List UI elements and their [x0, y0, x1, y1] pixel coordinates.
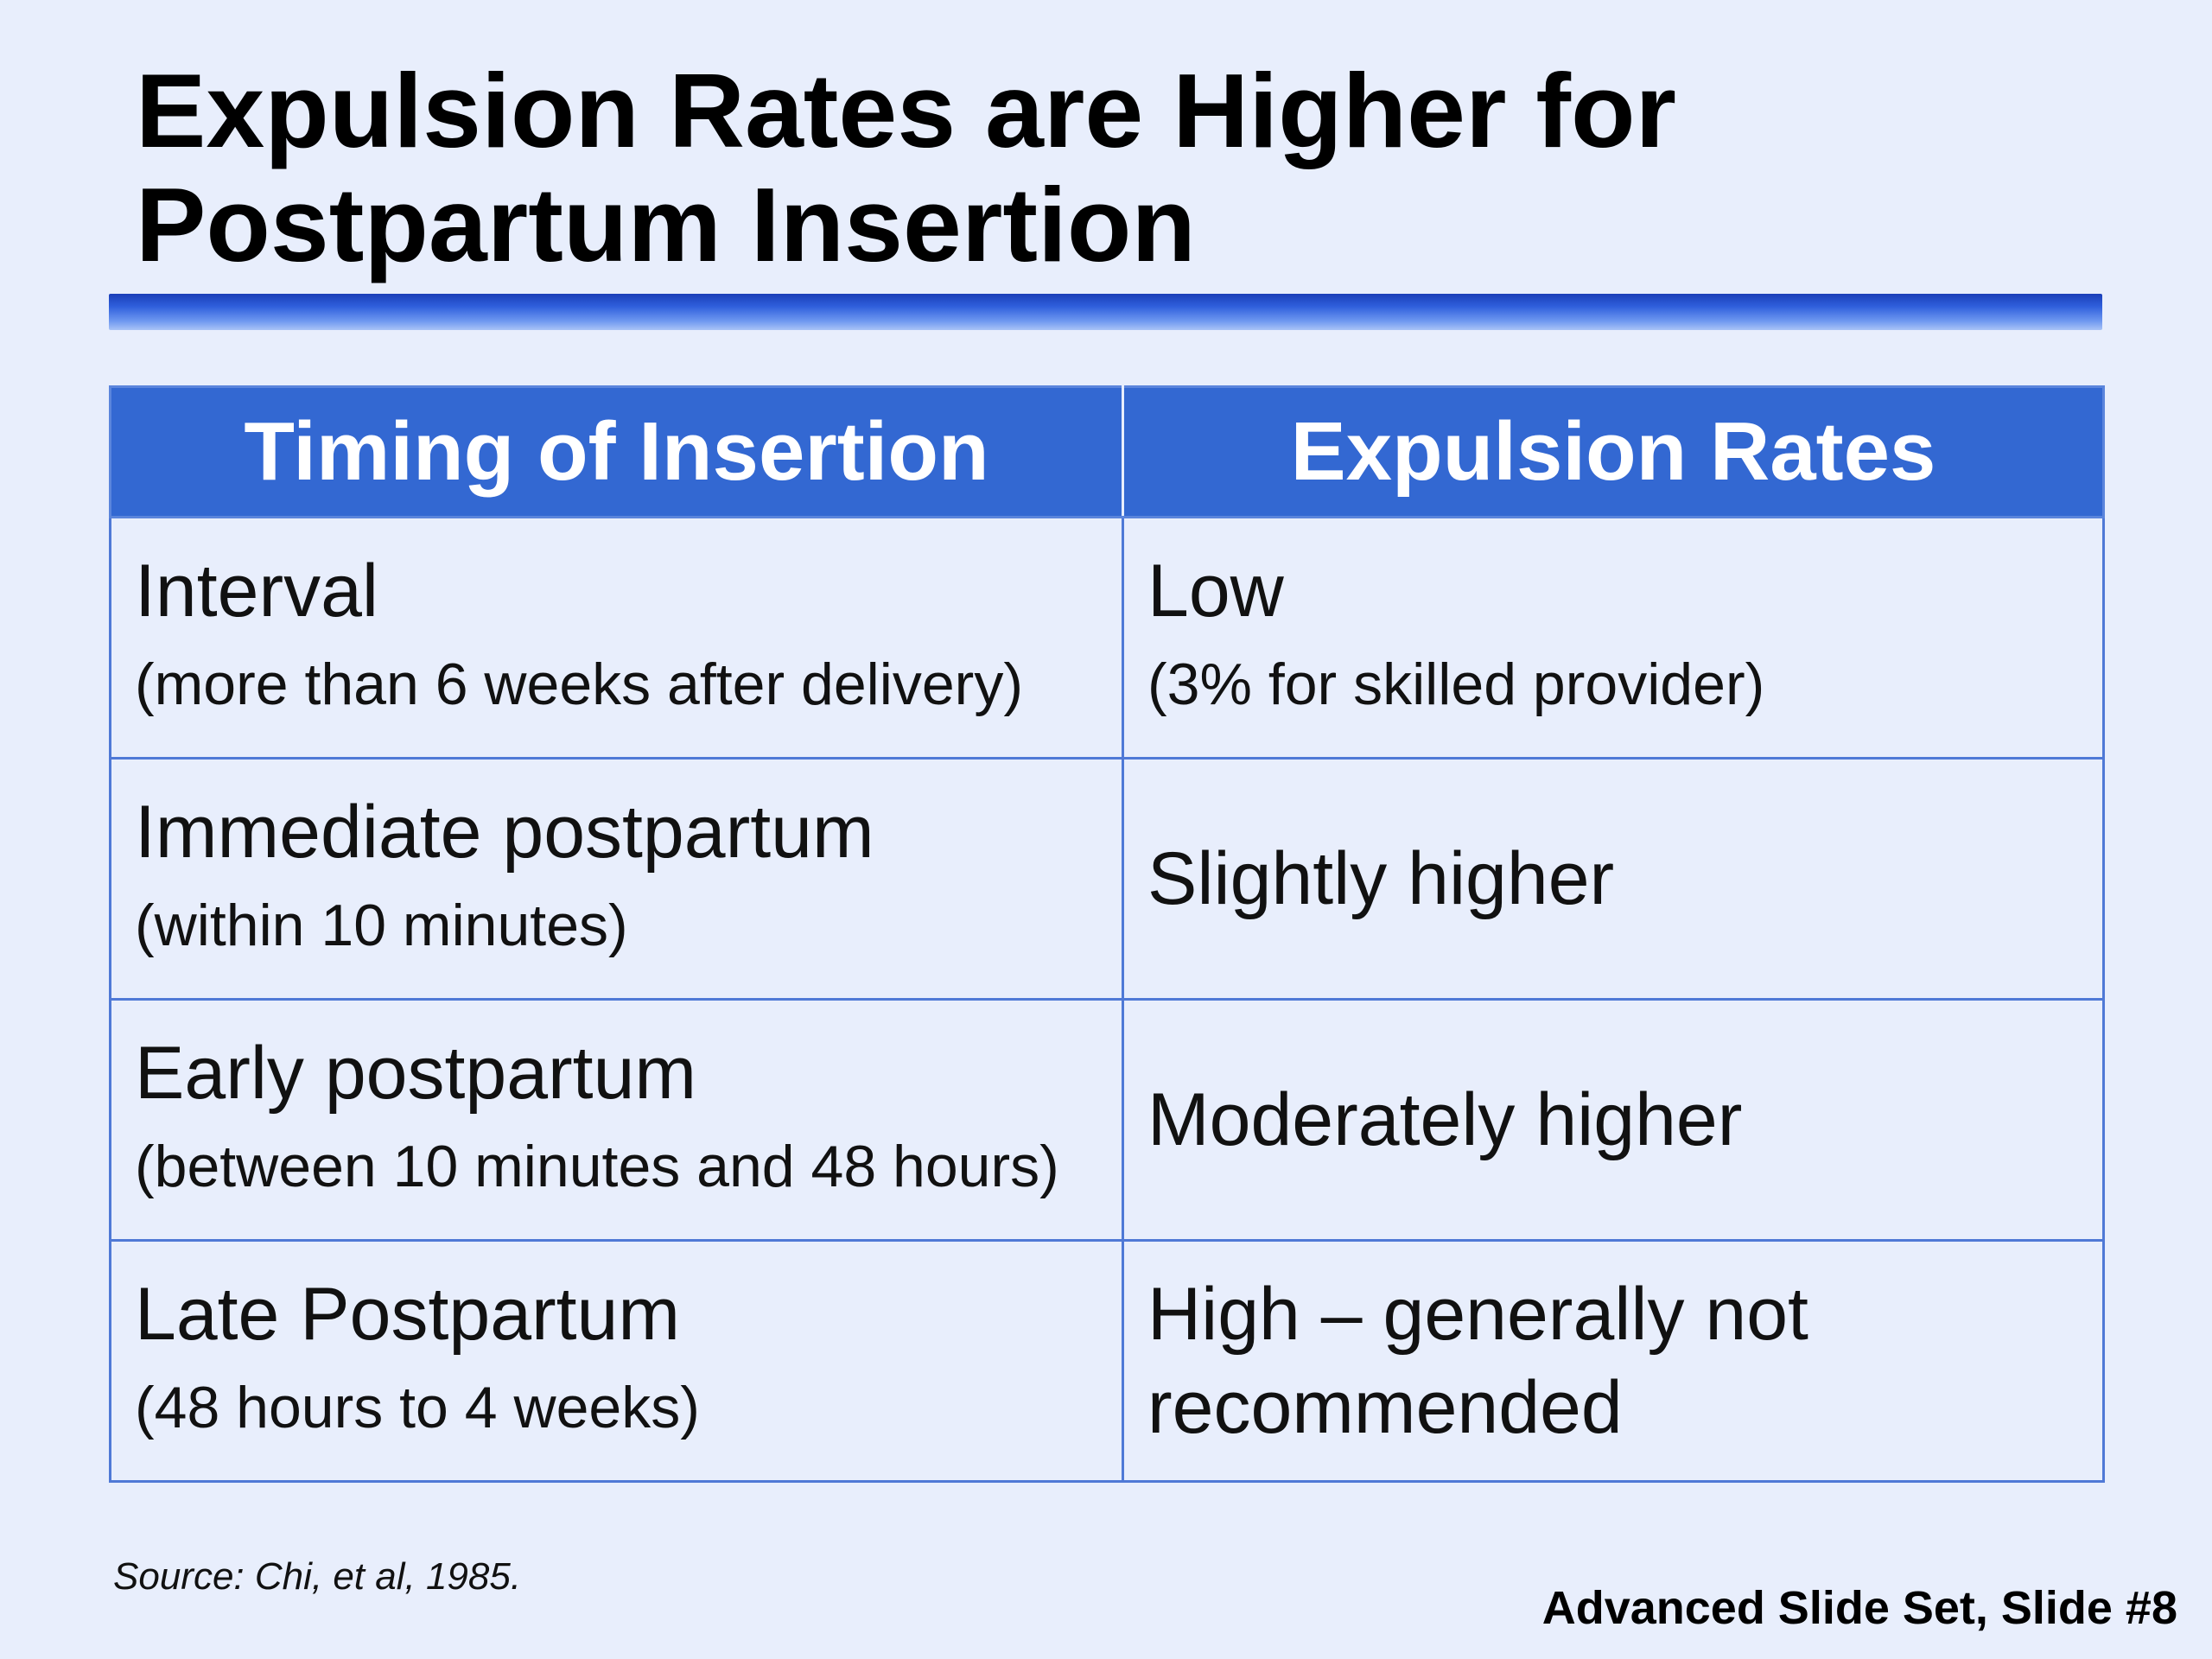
table-row: Interval (more than 6 weeks after delive… [109, 516, 2105, 760]
table-row: Immediate postpartum (within 10 minutes)… [109, 757, 2105, 1001]
timing-label: Immediate postpartum [135, 791, 874, 874]
rate-cell: High – generally not recommended [1122, 1239, 2105, 1483]
slide-title: Expulsion Rates are Higher for Postpartu… [136, 54, 2080, 282]
timing-detail: (between 10 minutes and 48 hours) [135, 1134, 1059, 1199]
timing-cell: Late Postpartum (48 hours to 4 weeks) [109, 1239, 1124, 1483]
timing-label: Interval [135, 550, 379, 632]
timing-cell: Interval (more than 6 weeks after delive… [109, 516, 1124, 760]
rate-detail: (3% for skilled provider) [1147, 652, 1765, 717]
timing-detail: (within 10 minutes) [135, 893, 628, 958]
slide-title-line-2: Postpartum Insertion [136, 166, 1196, 283]
table-header-row: Timing of Insertion Expulsion Rates [109, 385, 2105, 518]
title-underline-bar [109, 294, 2102, 330]
timing-detail: (48 hours to 4 weeks) [135, 1375, 700, 1440]
slide-footer: Advanced Slide Set, Slide #8 [1541, 1582, 2177, 1634]
rate-label: Moderately higher [1147, 1078, 1743, 1161]
rate-label: High – generally not recommended [1147, 1273, 1808, 1449]
timing-cell: Immediate postpartum (within 10 minutes) [109, 757, 1124, 1001]
header-timing-of-insertion: Timing of Insertion [109, 385, 1124, 518]
expulsion-rates-table: Timing of Insertion Expulsion Rates Inte… [109, 385, 2105, 1483]
header-expulsion-rates: Expulsion Rates [1122, 385, 2105, 518]
timing-cell: Early postpartum (between 10 minutes and… [109, 998, 1124, 1242]
timing-label: Early postpartum [135, 1032, 697, 1115]
rate-label: Slightly higher [1147, 837, 1615, 920]
table-row: Late Postpartum (48 hours to 4 weeks) Hi… [109, 1239, 2105, 1483]
slide-title-line-1: Expulsion Rates are Higher for [136, 52, 1676, 169]
rate-cell: Low (3% for skilled provider) [1122, 516, 2105, 760]
table-row: Early postpartum (between 10 minutes and… [109, 998, 2105, 1242]
source-citation: Source: Chi, et al, 1985. [113, 1555, 522, 1598]
rate-cell: Moderately higher [1122, 998, 2105, 1242]
timing-detail: (more than 6 weeks after delivery) [135, 652, 1023, 717]
rate-label: Low [1147, 550, 1284, 632]
rate-cell: Slightly higher [1122, 757, 2105, 1001]
timing-label: Late Postpartum [135, 1273, 681, 1356]
